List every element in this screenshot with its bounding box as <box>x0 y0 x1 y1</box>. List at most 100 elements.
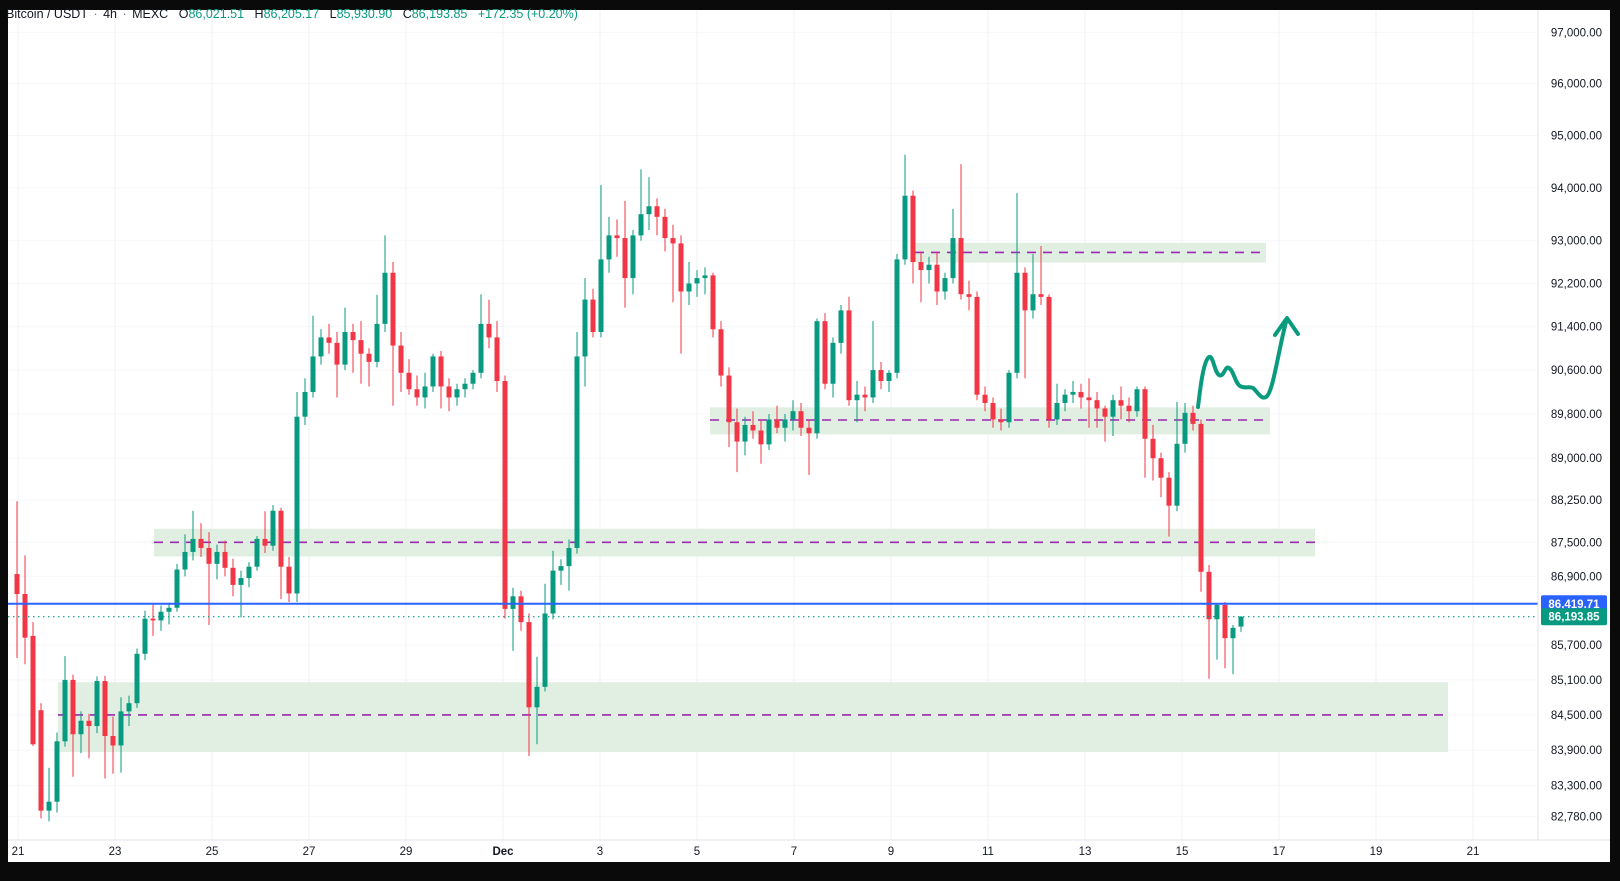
candle-body <box>238 578 244 585</box>
price-tick-label[interactable]: 96,000.00 <box>1551 79 1602 91</box>
candle-body <box>86 720 92 727</box>
change-value: +172.35 (+0.20%) <box>477 7 578 21</box>
candle-body <box>190 538 196 552</box>
time-tick-label[interactable]: 11 <box>982 846 994 858</box>
candle-body <box>1126 405 1132 412</box>
candle-body <box>830 342 836 384</box>
candle-body <box>774 419 780 428</box>
exchange-label[interactable]: MEXC <box>132 7 169 21</box>
price-tick-label[interactable]: 85,100.00 <box>1551 675 1602 687</box>
price-tick-label[interactable]: 86,900.00 <box>1551 571 1602 583</box>
price-tick-label[interactable]: 94,000.00 <box>1551 183 1602 195</box>
time-tick-label[interactable]: 27 <box>303 846 316 858</box>
candle-body <box>678 243 684 292</box>
price-tick-label[interactable]: 89,800.00 <box>1551 409 1602 421</box>
time-tick-label[interactable]: 13 <box>1079 846 1092 858</box>
symbol-name[interactable]: Bitcoin / USDT <box>6 7 88 21</box>
candle-body <box>1070 391 1076 395</box>
drawn-arrow-head[interactable] <box>1273 316 1300 337</box>
candle-body <box>246 566 252 579</box>
time-tick-label[interactable]: Dec <box>492 846 514 858</box>
candle-body <box>1150 438 1156 459</box>
price-tick-label[interactable]: 85,700.00 <box>1551 640 1602 652</box>
candle-body <box>982 394 988 403</box>
price-tick-label[interactable]: 95,000.00 <box>1551 130 1602 142</box>
candle-body <box>54 741 60 802</box>
candle-body <box>590 299 596 332</box>
time-tick-label[interactable]: 19 <box>1370 846 1383 858</box>
candle-body <box>998 419 1004 423</box>
candle-body <box>598 259 604 332</box>
candle-body <box>502 381 508 609</box>
candle-body <box>270 510 276 546</box>
candle-body <box>742 424 748 442</box>
candle-body <box>310 356 316 392</box>
candle-body <box>1214 604 1220 620</box>
candle-body <box>454 389 460 398</box>
time-tick-label[interactable]: 23 <box>109 846 122 858</box>
time-tick-label[interactable]: 7 <box>791 846 797 858</box>
price-tick-label[interactable]: 87,500.00 <box>1551 537 1602 549</box>
candle-body <box>174 569 180 608</box>
candle-body <box>966 294 972 297</box>
candle-body <box>62 679 68 742</box>
candle-body <box>46 801 52 811</box>
price-tick-label[interactable]: 82,780.00 <box>1551 812 1602 824</box>
candle-body <box>694 278 700 284</box>
candle-body <box>542 613 548 687</box>
candle-body <box>254 538 260 567</box>
price-tick-label[interactable]: 83,900.00 <box>1551 745 1602 757</box>
candle-body <box>606 235 612 260</box>
price-tick-label[interactable]: 83,300.00 <box>1551 781 1602 793</box>
candle-body <box>350 331 356 341</box>
demand-zone-84500[interactable] <box>58 682 1448 752</box>
time-tick-label[interactable]: 29 <box>400 846 413 858</box>
price-tick-label[interactable]: 88,250.00 <box>1551 495 1602 507</box>
candle-body <box>366 353 372 362</box>
candle-body <box>854 394 860 401</box>
candle-body <box>182 551 188 570</box>
current-price-line-label: 86,193.85 <box>1548 612 1600 624</box>
supply-zone-92700[interactable] <box>915 242 1266 263</box>
candle-body <box>1078 391 1084 398</box>
price-tick-label[interactable]: 90,600.00 <box>1551 365 1602 377</box>
price-tick-label[interactable]: 84,500.00 <box>1551 710 1602 722</box>
candle-body <box>214 551 220 564</box>
close-key: C <box>402 7 412 21</box>
time-tick-label[interactable]: 21 <box>12 846 25 858</box>
high-value: 86,205.17 <box>263 7 320 21</box>
candle-body <box>262 538 268 546</box>
candle-body <box>1174 443 1180 506</box>
time-tick-label[interactable]: 9 <box>888 846 894 858</box>
candle-body <box>1062 394 1068 403</box>
price-tick-label[interactable]: 91,400.00 <box>1551 322 1602 334</box>
candle-body <box>478 323 484 373</box>
price-tick-label[interactable]: 89,000.00 <box>1551 453 1602 465</box>
candle-body <box>486 323 492 338</box>
candle-body <box>870 370 876 398</box>
candle-body <box>166 607 172 612</box>
candle-body <box>1110 400 1116 417</box>
time-tick-label[interactable]: 25 <box>206 846 219 858</box>
price-tick-label[interactable]: 92,200.00 <box>1551 278 1602 290</box>
candle-body <box>38 710 44 811</box>
time-tick-label[interactable]: 3 <box>597 846 603 858</box>
candle-body <box>822 321 828 384</box>
interval-label[interactable]: 4h <box>103 7 117 21</box>
symbol-header[interactable]: Bitcoin / USDT · 4h · MEXC O86,021.51 H8… <box>6 7 578 21</box>
price-tick-label[interactable]: 97,000.00 <box>1551 27 1602 39</box>
price-tick-label[interactable]: 93,000.00 <box>1551 236 1602 248</box>
candle-body <box>958 238 964 295</box>
candle-body <box>1014 272 1020 373</box>
candle-body <box>398 345 404 373</box>
candle-body <box>286 566 292 594</box>
drawn-arrow-curve[interactable] <box>1196 320 1288 409</box>
candle-body <box>126 703 132 712</box>
time-tick-label[interactable]: 5 <box>694 846 700 858</box>
time-tick-label[interactable]: 15 <box>1176 846 1189 858</box>
time-tick-label[interactable]: 21 <box>1467 846 1480 858</box>
candle-body <box>846 310 852 401</box>
time-tick-label[interactable]: 17 <box>1273 846 1286 858</box>
candle-body <box>766 419 772 445</box>
